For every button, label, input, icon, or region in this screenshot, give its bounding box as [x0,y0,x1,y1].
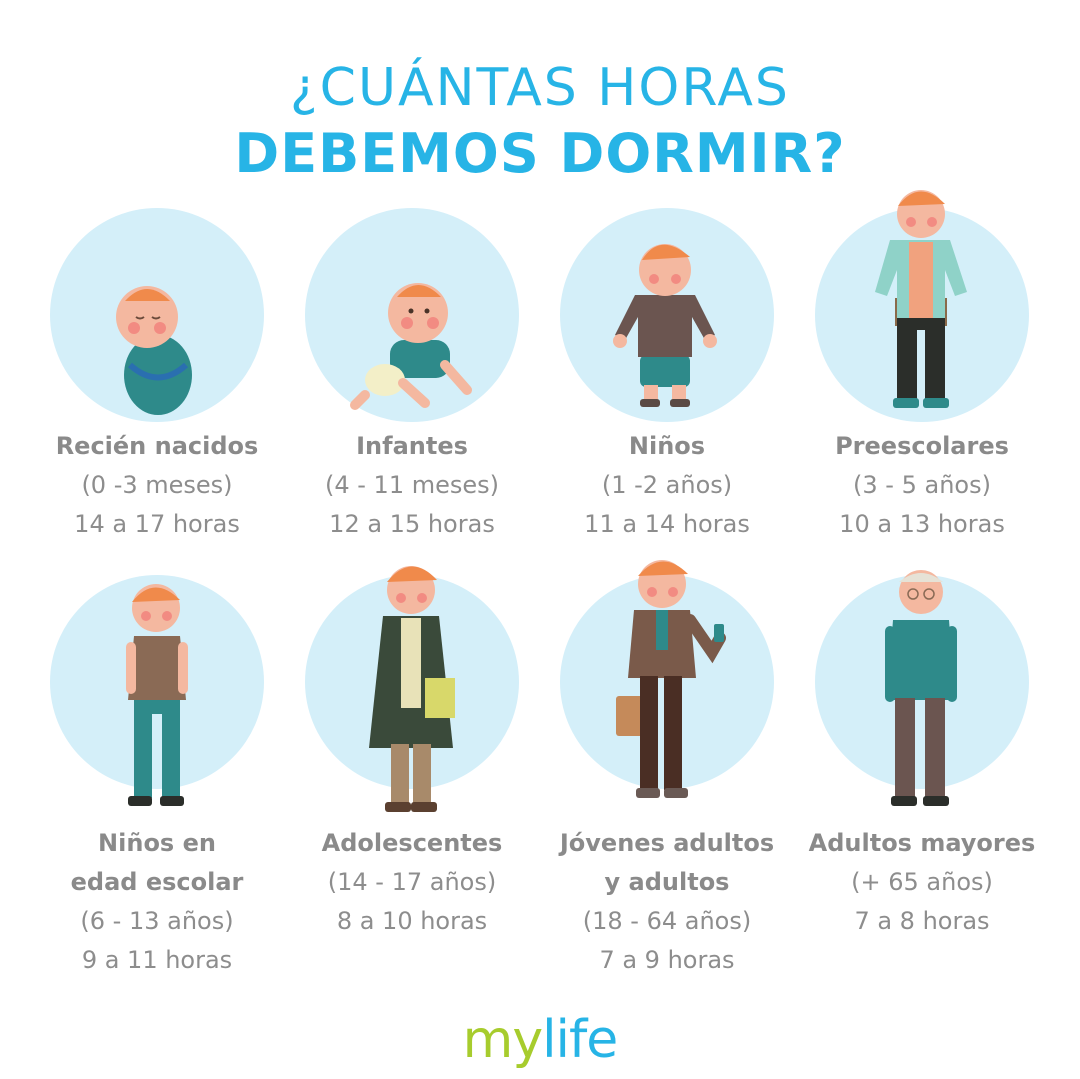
group-name: Adolescentes [321,829,503,857]
group-name: Adultos mayores [808,829,1036,857]
caption: Jóvenes adultos y adultos (18 - 64 años)… [540,824,794,980]
age-range: (0 -3 meses) [81,471,233,499]
age-range: (1 -2 años) [601,471,733,499]
group-name: Preescolares [835,432,1009,460]
sleep-hours: 9 a 11 horas [81,946,233,974]
sleep-hours: 7 a 9 horas [599,946,735,974]
age-range: (14 - 17 años) [327,868,497,896]
age-range: (18 - 64 años) [582,907,752,935]
teenager-figure [369,566,455,812]
sleep-hours: 10 a 13 horas [839,510,1005,538]
caption: Adolescentes (14 - 17 años) 8 a 10 horas [285,824,539,941]
elderly-figure [885,570,957,806]
newborn-figure [116,286,192,415]
sleep-hours: 14 a 17 horas [74,510,240,538]
group-name: Recién nacidos [55,432,259,460]
preschooler-figure [875,190,967,408]
adult-figure [616,560,726,798]
group-name-line-1: Jóvenes adultos [559,829,775,857]
group-name: Niños [628,432,706,460]
caption: Infantes (4 - 11 meses) 12 a 15 horas [285,427,539,544]
sleep-hours: 12 a 15 horas [329,510,495,538]
sleep-hours: 7 a 8 horas [854,907,990,935]
school-child-figure [126,584,188,806]
age-range: (+ 65 años) [851,868,993,896]
title-line-2: DEBEMOS DORMIR? [234,122,846,185]
sleep-hours: 8 a 10 horas [336,907,488,935]
caption: Recién nacidos (0 -3 meses) 14 a 17 hora… [30,427,284,544]
group-name-line-1: Niños en [98,829,216,857]
caption: Adultos mayores (+ 65 años) 7 a 8 horas [795,824,1049,941]
title-line-1: ¿CUÁNTAS HORAS [290,58,790,118]
sleep-hours: 11 a 14 horas [584,510,750,538]
caption: Niños (1 -2 años) 11 a 14 horas [540,427,794,544]
brand-my: my [462,1010,543,1070]
infant-figure [350,283,472,410]
age-range: (3 - 5 años) [853,471,991,499]
age-range: (4 - 11 meses) [325,471,499,499]
caption: Preescolares (3 - 5 años) 10 a 13 horas [795,427,1049,544]
age-range: (6 - 13 años) [80,907,234,935]
caption: Niños en edad escolar (6 - 13 años) 9 a … [30,824,284,980]
group-name-line-2: edad escolar [70,868,244,896]
toddler-figure [613,244,717,407]
group-name-line-2: y adultos [604,868,730,896]
group-name: Infantes [356,432,468,460]
brand-logo: mylife [0,1010,1080,1070]
brand-life: life [542,1010,618,1070]
